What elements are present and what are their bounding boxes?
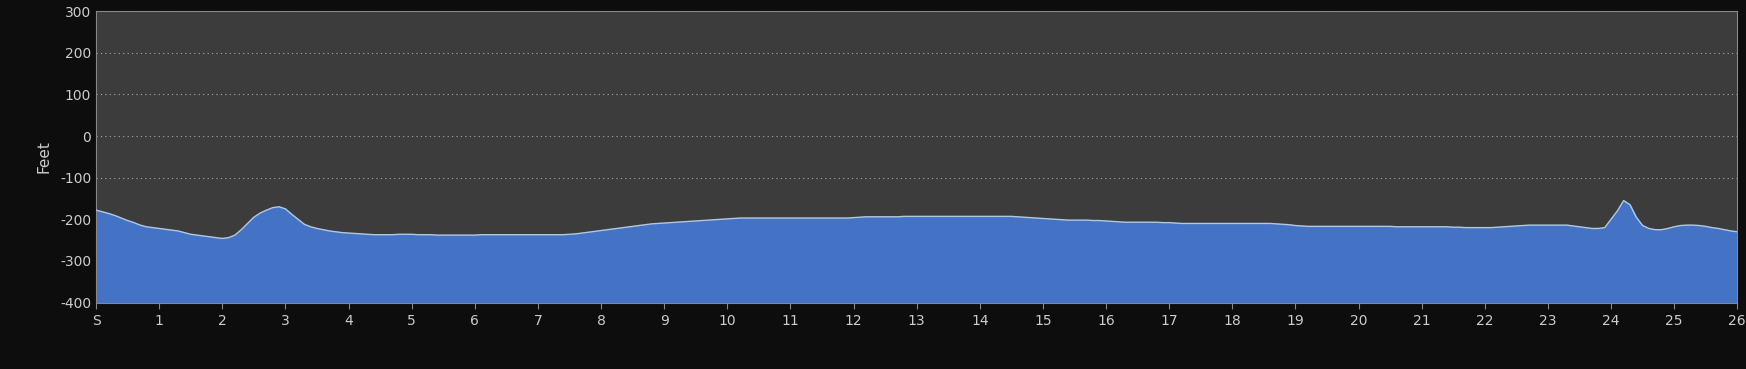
- Y-axis label: Feet: Feet: [37, 140, 52, 173]
